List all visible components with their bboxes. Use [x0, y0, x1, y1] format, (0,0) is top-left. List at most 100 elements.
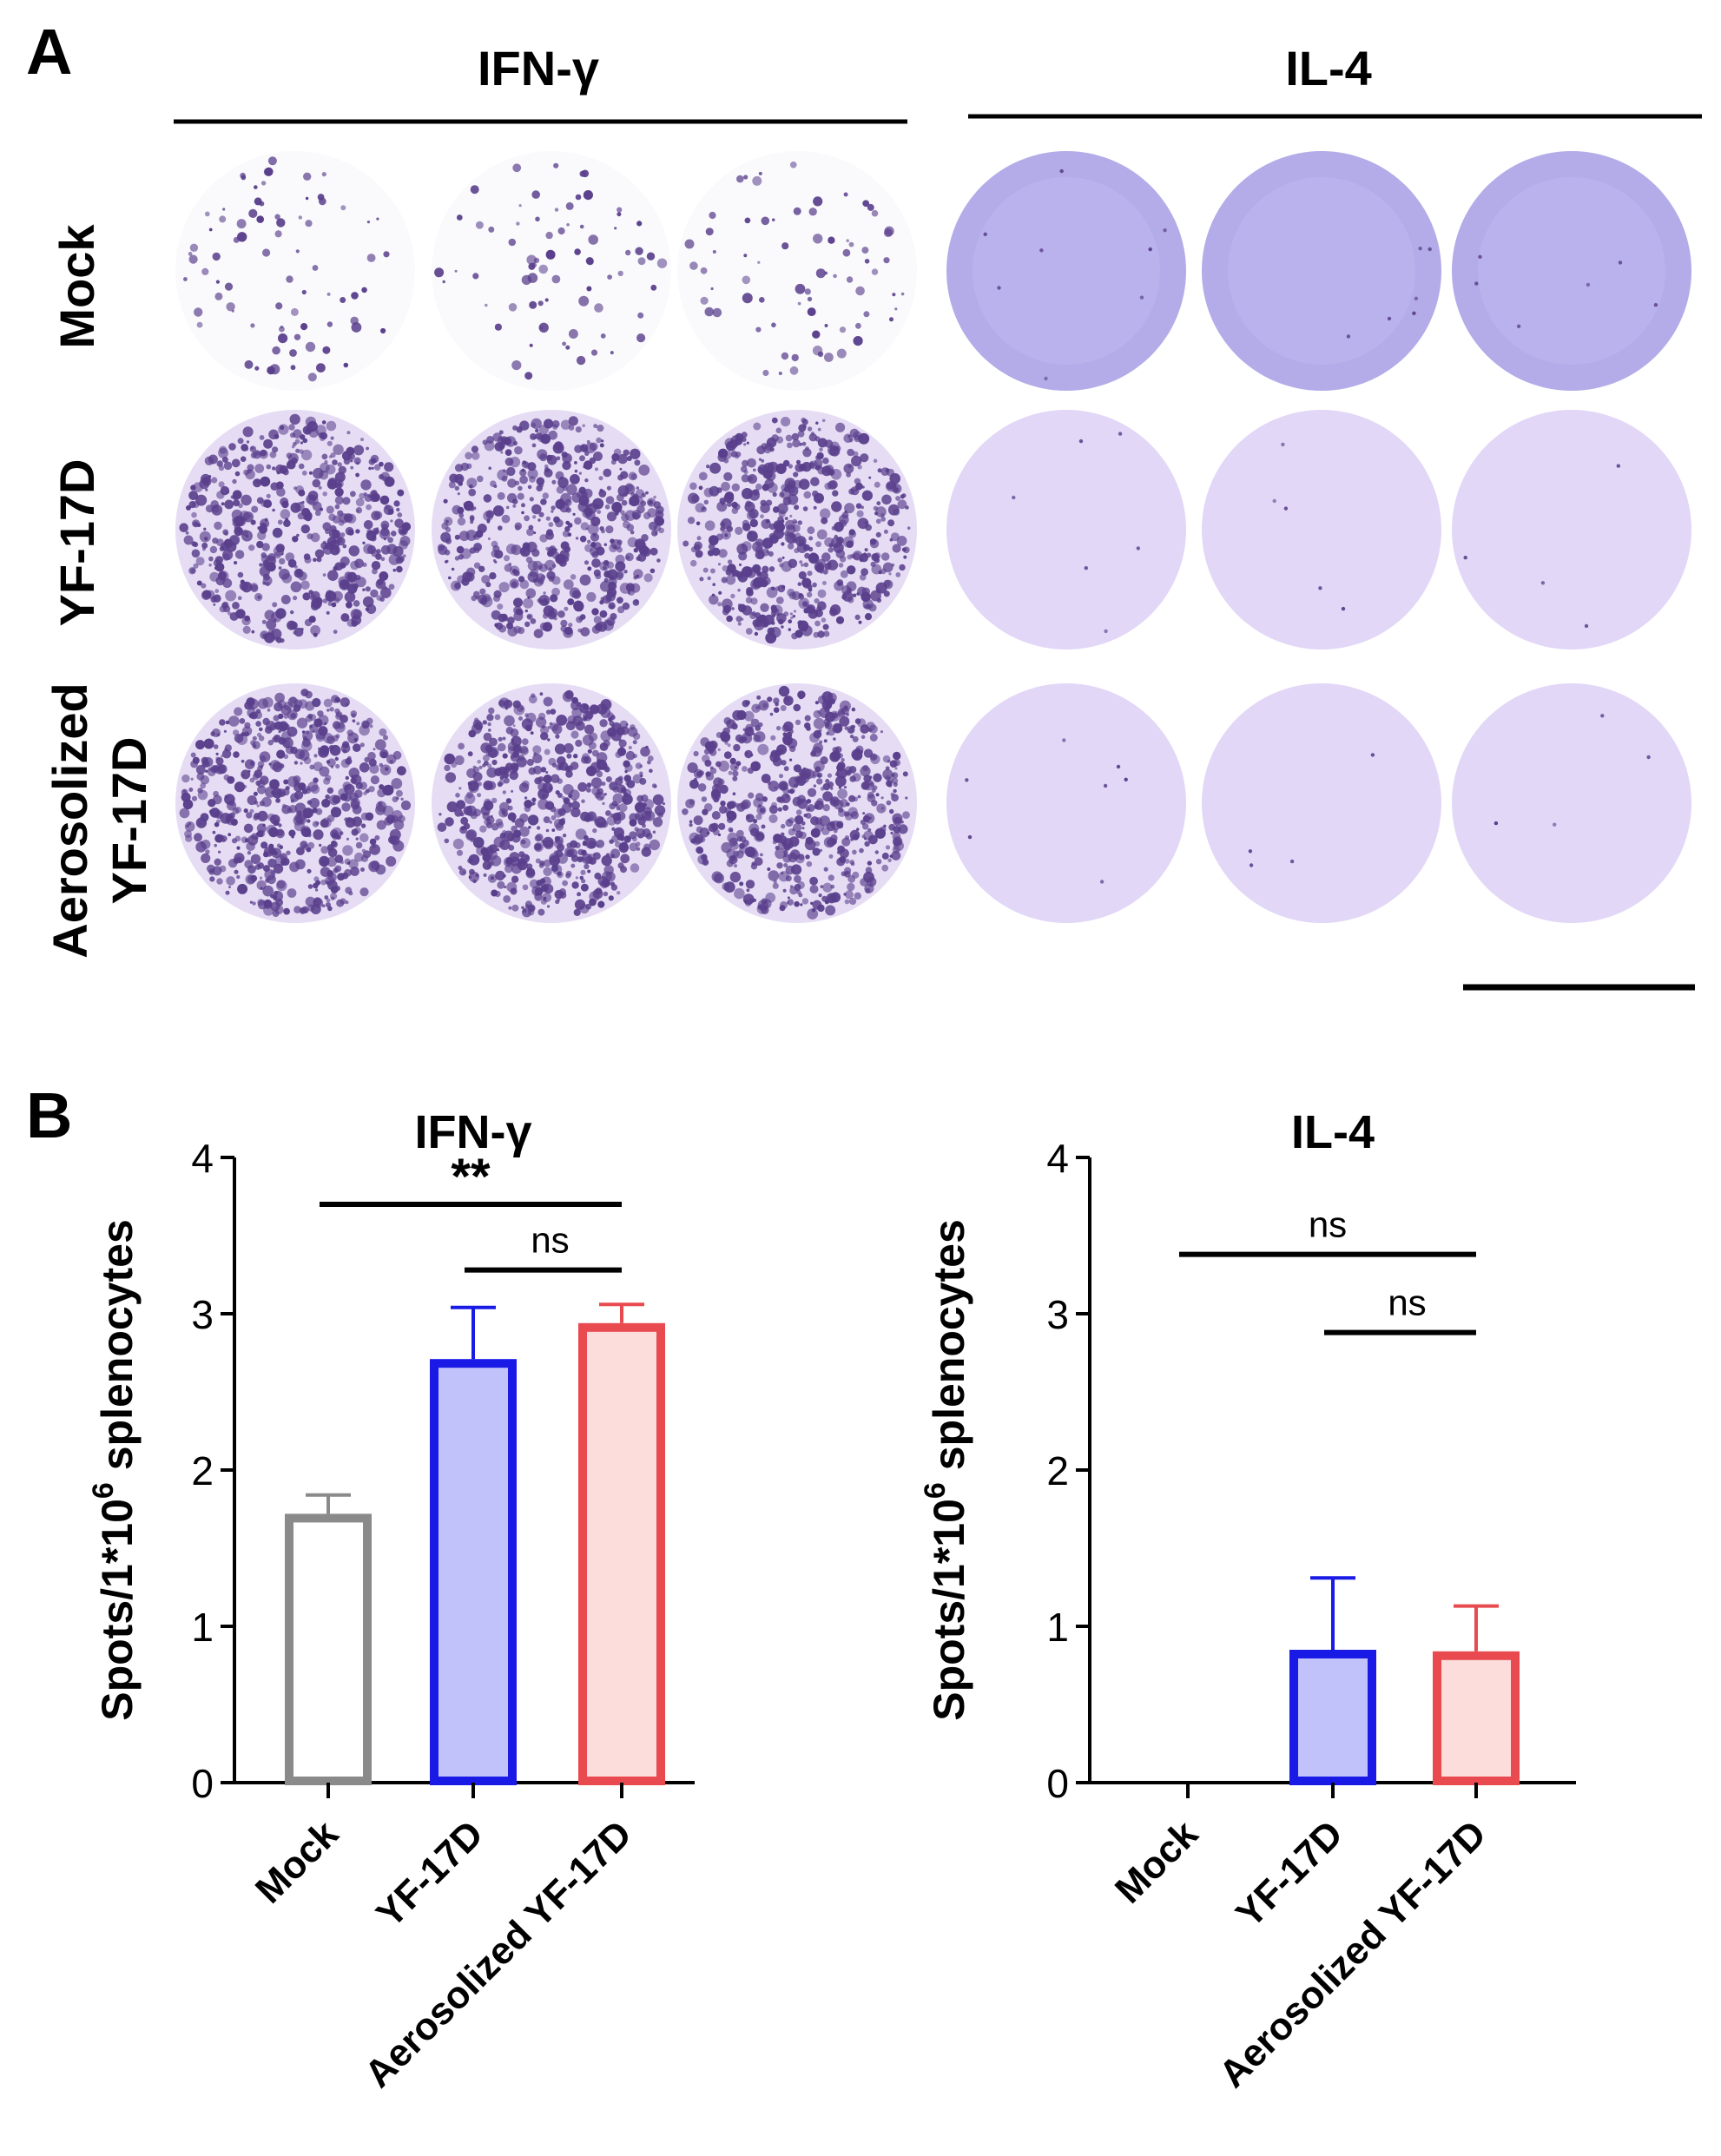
- spot: [613, 827, 625, 839]
- spot: [625, 583, 636, 592]
- spot: [267, 366, 275, 375]
- spot: [227, 833, 232, 837]
- spot: [617, 891, 621, 895]
- spot: [298, 699, 308, 709]
- spot: [839, 326, 847, 333]
- spot: [275, 302, 283, 310]
- spot: [730, 841, 740, 850]
- spot: [255, 478, 260, 485]
- spot: [812, 330, 821, 339]
- spot: [891, 794, 899, 801]
- spot: [537, 518, 541, 522]
- spot: [250, 584, 259, 593]
- spot: [575, 537, 579, 540]
- spot: [498, 582, 510, 593]
- spot: [787, 442, 793, 449]
- spot: [837, 762, 846, 770]
- spot: [782, 888, 787, 893]
- spot: [568, 329, 578, 339]
- spot: [270, 628, 282, 640]
- spot: [483, 732, 492, 742]
- spot: [546, 529, 553, 537]
- spot: [331, 695, 340, 703]
- spot: [766, 551, 769, 553]
- spot: [793, 703, 801, 712]
- spot: [531, 262, 537, 267]
- x-tick-label: YF-17D: [1228, 1812, 1351, 1935]
- spot: [468, 780, 479, 791]
- spot: [880, 730, 884, 734]
- spot: [494, 560, 498, 564]
- well-disc: [1452, 410, 1691, 649]
- spot: [862, 552, 867, 557]
- spot: [444, 764, 451, 772]
- spot: [341, 872, 349, 880]
- spot: [326, 735, 335, 745]
- spot: [640, 774, 643, 778]
- spot: [283, 702, 293, 711]
- spot: [545, 249, 556, 260]
- spot: [466, 478, 478, 489]
- spot: [594, 792, 602, 799]
- spot: [326, 478, 338, 490]
- spot: [725, 575, 736, 585]
- spot: [793, 610, 797, 613]
- spot: [537, 300, 544, 307]
- spot: [717, 748, 721, 752]
- spot: [725, 569, 733, 576]
- spot: [272, 508, 275, 512]
- spot: [511, 581, 518, 588]
- spot: [815, 268, 826, 279]
- spot: [1414, 296, 1419, 300]
- spot: [571, 881, 579, 889]
- spot: [814, 598, 820, 604]
- spot: [219, 215, 227, 223]
- spot: [625, 555, 630, 560]
- spot: [682, 808, 689, 815]
- spot: [893, 759, 900, 767]
- spot: [716, 501, 728, 512]
- spot: [190, 760, 199, 768]
- spot: [795, 283, 806, 294]
- spot: [331, 827, 343, 839]
- spot: [880, 512, 885, 518]
- spot: [836, 579, 844, 586]
- spot: [819, 815, 830, 827]
- spot: [236, 219, 247, 229]
- spot: [868, 603, 877, 612]
- spot: [214, 562, 225, 572]
- spot: [355, 841, 363, 849]
- spot: [289, 861, 300, 873]
- spot: [262, 633, 267, 638]
- spot: [771, 322, 776, 328]
- spot: [519, 475, 528, 485]
- spot: [726, 816, 734, 823]
- spot: [1059, 168, 1064, 174]
- spot: [712, 307, 722, 318]
- spot: [260, 552, 267, 558]
- spot: [540, 433, 551, 445]
- spot: [593, 616, 602, 624]
- spot: [529, 476, 536, 483]
- spot: [546, 454, 553, 461]
- spot: [323, 777, 331, 785]
- spot: [580, 883, 589, 892]
- spot: [208, 556, 214, 562]
- spot: [783, 849, 788, 855]
- spot: [456, 214, 463, 221]
- spot: [614, 227, 617, 230]
- spot: [1618, 260, 1623, 265]
- spot: [221, 749, 232, 759]
- spot: [485, 744, 493, 753]
- spot: [250, 714, 253, 717]
- spot: [241, 759, 245, 763]
- spot: [340, 697, 350, 708]
- spot: [506, 622, 513, 630]
- spot: [353, 743, 361, 752]
- spot: [832, 747, 839, 754]
- spot: [699, 577, 704, 582]
- spot: [482, 755, 490, 762]
- spot: [531, 443, 537, 448]
- spot: [504, 699, 513, 709]
- spot: [487, 874, 498, 883]
